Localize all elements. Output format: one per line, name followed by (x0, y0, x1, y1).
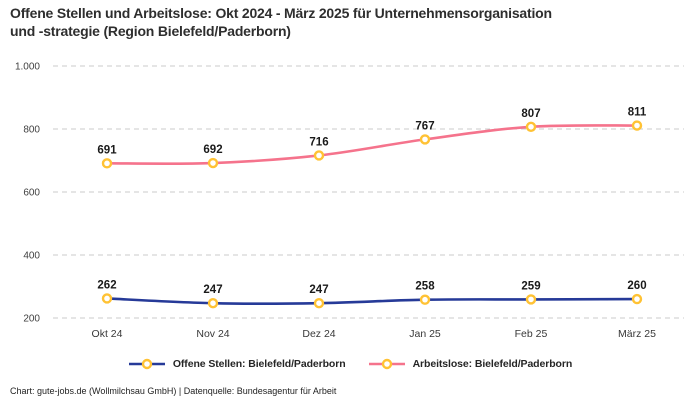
legend-label-offene-stellen: Offene Stellen: Bielefeld/Paderborn (172, 358, 346, 370)
x-tick-label-Jan-25: Jan 25 (409, 328, 441, 340)
data-point-marker-0-0 (101, 293, 113, 304)
data-label-0-1: 247 (203, 284, 222, 296)
data-point-marker-1-3 (419, 134, 431, 145)
legend-line-marker-icon (128, 358, 165, 370)
data-point-marker-1-0 (101, 158, 113, 169)
legend-item-arbeitslose[interactable]: Arbeitslose: Bielefeld/Paderborn (368, 358, 573, 370)
data-point-marker-0-1 (207, 297, 219, 309)
series-line-1 (105, 124, 639, 165)
series-line-0 (105, 297, 639, 306)
legend-label-arbeitslose: Arbeitslose: Bielefeld/Paderborn (412, 358, 573, 370)
x-tick-label-März-25: März 25 (618, 328, 656, 340)
data-point-marker-1-5 (631, 120, 643, 131)
data-label-0-5: 260 (627, 280, 646, 292)
data-point-marker-0-2 (313, 297, 325, 309)
data-label-1-2: 716 (309, 136, 328, 148)
x-tick-label-Nov-24: Nov 24 (196, 328, 229, 340)
y-tick-label-1000: 1.000 (15, 62, 40, 73)
data-point-marker-0-4 (525, 294, 537, 305)
data-label-1-0: 691 (97, 144, 117, 156)
data-label-1-1: 692 (203, 144, 222, 156)
data-label-0-2: 247 (309, 284, 328, 296)
line-chart-canvas: 200 400 600 800 1.000 Okt 24 Nov 24 Dez 24 Jan 2… (15, 62, 684, 340)
legend: Offene Stellen: Bielefeld/Paderborn Arbe… (0, 355, 700, 373)
chart-title: Offene Stellen und Arbeitslose: Okt 2024… (10, 4, 690, 40)
legend-item-offene-stellen[interactable]: Offene Stellen: Bielefeld/Paderborn (128, 358, 346, 370)
data-point-marker-1-2 (313, 150, 325, 161)
y-tick-label-400: 400 (23, 251, 40, 262)
y-tick-label-800: 800 (23, 125, 40, 136)
chart-title-line2: und -strategie (Region Bielefeld/Paderbo… (10, 23, 291, 39)
chart-title-line1: Offene Stellen und Arbeitslose: Okt 2024… (10, 5, 552, 21)
data-point-marker-1-1 (207, 157, 219, 169)
data-point-marker-0-5 (631, 293, 643, 305)
legend-line-marker-icon (368, 358, 405, 370)
data-label-1-3: 767 (415, 120, 434, 132)
data-label-0-4: 259 (521, 280, 540, 292)
data-label-1-5: 811 (628, 107, 647, 119)
x-tick-label-Feb-25: Feb 25 (515, 328, 548, 340)
y-tick-label-600: 600 (23, 188, 40, 199)
x-tick-label-Okt-24: Okt 24 (92, 328, 123, 340)
data-label-1-4: 807 (521, 108, 540, 120)
attribution-text: Chart: gute-jobs.de (Wollmilchsau GmbH) … (10, 386, 337, 396)
x-tick-label-Dez-24: Dez 24 (302, 328, 335, 340)
data-label-0-0: 262 (97, 279, 116, 291)
data-point-marker-0-3 (419, 294, 431, 305)
y-tick-label-200: 200 (23, 314, 40, 325)
data-label-0-3: 258 (415, 281, 435, 293)
data-point-marker-1-4 (525, 121, 537, 132)
